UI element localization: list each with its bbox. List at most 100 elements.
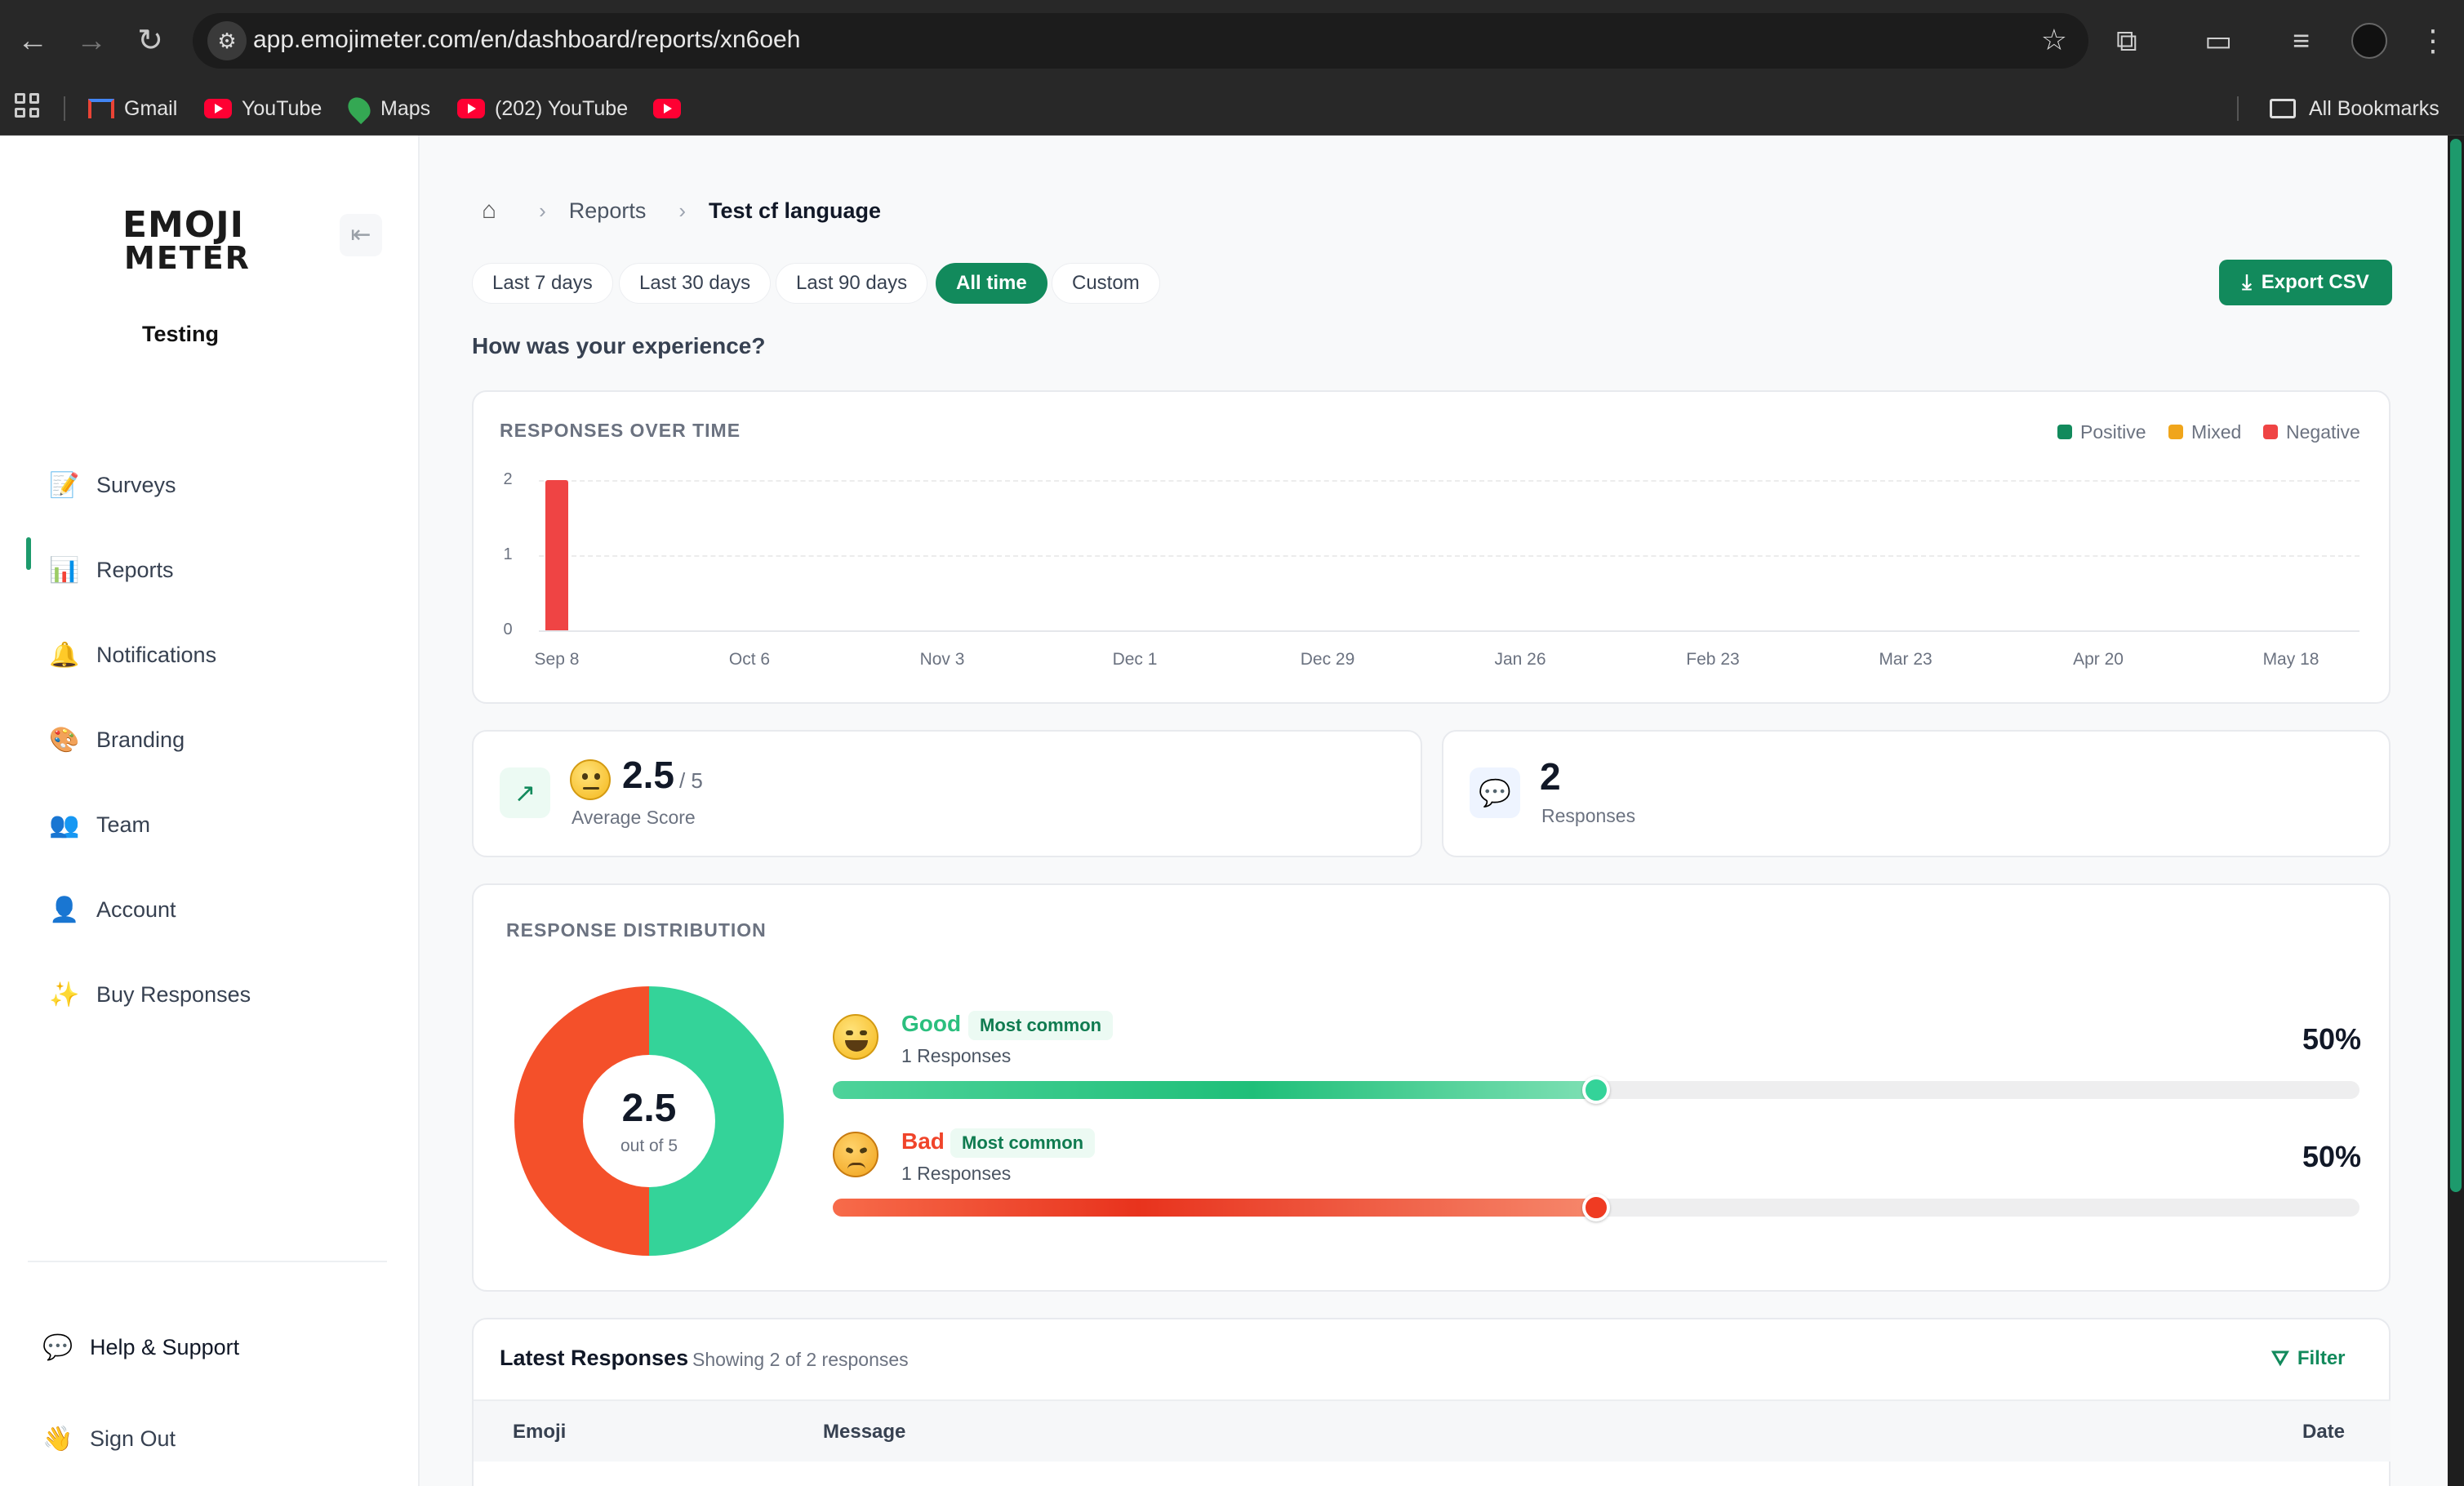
url-text[interactable]: app.emojimeter.com/en/dashboard/reports/… xyxy=(253,26,801,53)
reload-icon[interactable]: ↻ xyxy=(137,24,163,58)
all-bookmarks-label: All Bookmarks xyxy=(2309,96,2440,120)
address-bar[interactable]: ⚙ app.emojimeter.com/en/dashboard/report… xyxy=(193,13,2088,69)
collapse-sidebar-button[interactable]: ⇤ xyxy=(340,214,382,256)
legend-mixed: Mixed xyxy=(2168,420,2241,444)
bar-fill xyxy=(833,1199,1596,1217)
page-scrollbar[interactable] xyxy=(2448,136,2464,1486)
media-control-icon[interactable]: ≡ xyxy=(2293,24,2311,57)
youtube-icon xyxy=(457,99,485,118)
bookmark-youtube[interactable]: YouTube xyxy=(204,93,322,124)
home-icon[interactable]: ⌂ xyxy=(482,197,497,224)
sidebar-item-buy-responses[interactable]: ✨ Buy Responses xyxy=(49,970,251,1019)
bar-fill xyxy=(833,1081,1596,1099)
sidebar-item-reports[interactable]: 📊 Reports xyxy=(49,545,174,594)
sidebar-item-label: Branding xyxy=(96,727,185,752)
sidebar-item-label: Buy Responses xyxy=(96,981,251,1007)
scrollbar-thumb[interactable] xyxy=(2450,139,2462,1192)
distribution-good-count: 1 Responses xyxy=(901,1045,1012,1066)
responses-count-value: 2 xyxy=(1540,755,1561,798)
logo-text-top: EMOJI xyxy=(122,204,244,246)
sidebar-item-branding[interactable]: 🎨 Branding xyxy=(49,715,185,764)
palette-icon: 🎨 xyxy=(49,726,80,754)
bookmark-label: Gmail xyxy=(124,96,178,120)
chevron-right-icon: › xyxy=(678,198,687,223)
filter-button[interactable]: ⛛ Filter xyxy=(2271,1344,2346,1373)
breadcrumb-reports[interactable]: Reports xyxy=(568,198,647,223)
y-tick: 2 xyxy=(503,470,513,488)
bar-knob xyxy=(1582,1076,1610,1104)
column-date[interactable]: Date xyxy=(2302,1421,2346,1443)
legend-swatch xyxy=(2168,425,2183,439)
most-common-badge: Most common xyxy=(950,1128,1096,1158)
site-settings-icon[interactable]: ⚙ xyxy=(207,21,247,60)
gridline xyxy=(539,555,2359,557)
speech-bubble-icon: 💬 xyxy=(42,1333,73,1361)
bookmark-label: YouTube xyxy=(242,96,322,120)
extensions-icon[interactable]: ⧉ xyxy=(2116,24,2137,57)
distribution-donut: 2.5 out of 5 xyxy=(514,986,784,1256)
x-tick: Dec 29 xyxy=(1300,650,1355,669)
sidebar-item-notifications[interactable]: 🔔 Notifications xyxy=(49,630,216,679)
export-csv-button[interactable]: ⤓ Export CSV xyxy=(2219,260,2392,305)
bookmark-star-icon[interactable]: ☆ xyxy=(2040,23,2067,56)
neutral-face-icon xyxy=(570,759,611,800)
average-score-number: 2.5 xyxy=(622,754,674,796)
sidebar-item-sign-out[interactable]: 👋 Sign Out xyxy=(42,1414,176,1463)
sidebar-item-help[interactable]: 💬 Help & Support xyxy=(42,1323,239,1372)
youtube-icon xyxy=(653,99,681,118)
responses-over-time-card xyxy=(472,390,2391,704)
grinning-face-icon xyxy=(833,1014,878,1060)
most-common-badge: Most common xyxy=(968,1011,1114,1040)
responses-count-label: Responses xyxy=(1541,805,1636,826)
x-tick: Oct 6 xyxy=(728,650,771,669)
range-last-30-days[interactable]: Last 30 days xyxy=(619,263,772,304)
donut-value: 2.5 xyxy=(621,1087,677,1130)
profile-avatar[interactable] xyxy=(2351,23,2387,59)
all-bookmarks[interactable]: All Bookmarks xyxy=(2270,93,2440,124)
cast-search-icon[interactable]: ▭ xyxy=(2204,24,2233,57)
bookmarks-separator xyxy=(2237,96,2239,121)
sidebar-item-label: Notifications xyxy=(96,642,217,667)
distribution-good-label: Good xyxy=(901,1011,962,1036)
breadcrumb: ⌂ › Reports › Test cf language xyxy=(482,194,914,227)
bookmark-maps[interactable]: Maps xyxy=(343,92,431,125)
bookmark-youtube-202[interactable]: (202) YouTube xyxy=(457,93,628,124)
sidebar-item-surveys[interactable]: 📝 Surveys xyxy=(49,460,176,509)
x-tick: Sep 8 xyxy=(534,650,580,669)
range-last-90-days[interactable]: Last 90 days xyxy=(776,263,928,304)
sidebar-item-label: Team xyxy=(96,812,151,837)
range-all-time[interactable]: All time xyxy=(936,263,1047,304)
sidebar-item-account[interactable]: 👤 Account xyxy=(49,885,176,934)
chart-bar[interactable] xyxy=(545,480,568,630)
legend-swatch xyxy=(2057,425,2072,439)
column-message[interactable]: Message xyxy=(823,1421,906,1443)
export-csv-label: Export CSV xyxy=(2261,271,2369,293)
chrome-menu-icon[interactable]: ⋮ xyxy=(2418,24,2448,57)
emojimeter-logo[interactable]: EMOJI METER xyxy=(122,194,249,276)
sidebar-item-label: Account xyxy=(96,896,176,922)
y-tick: 0 xyxy=(503,621,513,638)
sidebar-item-team[interactable]: 👥 Team xyxy=(49,800,150,849)
legend-swatch xyxy=(2263,425,2278,439)
distribution-bad-count: 1 Responses xyxy=(901,1163,1012,1184)
x-tick: Dec 1 xyxy=(1112,650,1158,669)
column-emoji[interactable]: Emoji xyxy=(513,1421,567,1443)
bookmark-label: Maps xyxy=(380,96,431,120)
chevron-right-icon: › xyxy=(539,198,546,223)
bookmark-youtube-3[interactable] xyxy=(653,93,691,124)
sidebar-item-label: Sign Out xyxy=(90,1426,176,1451)
bookmark-gmail[interactable]: Gmail xyxy=(88,93,177,124)
sidebar-divider xyxy=(28,1261,387,1262)
download-icon: ⤓ xyxy=(2242,269,2252,294)
apps-grid-icon[interactable] xyxy=(15,93,39,118)
distribution-bad-percent: 50% xyxy=(2302,1140,2361,1173)
x-tick: Jan 26 xyxy=(1494,650,1546,669)
legend-label: Negative xyxy=(2286,420,2360,443)
range-custom[interactable]: Custom xyxy=(1052,263,1160,304)
legend-negative: Negative xyxy=(2263,420,2360,444)
range-last-7-days[interactable]: Last 7 days xyxy=(472,263,613,304)
back-icon[interactable]: ← xyxy=(17,24,48,58)
folder-icon xyxy=(2270,99,2296,118)
average-score-label: Average Score xyxy=(572,807,696,828)
forward-icon[interactable]: → xyxy=(76,24,107,58)
